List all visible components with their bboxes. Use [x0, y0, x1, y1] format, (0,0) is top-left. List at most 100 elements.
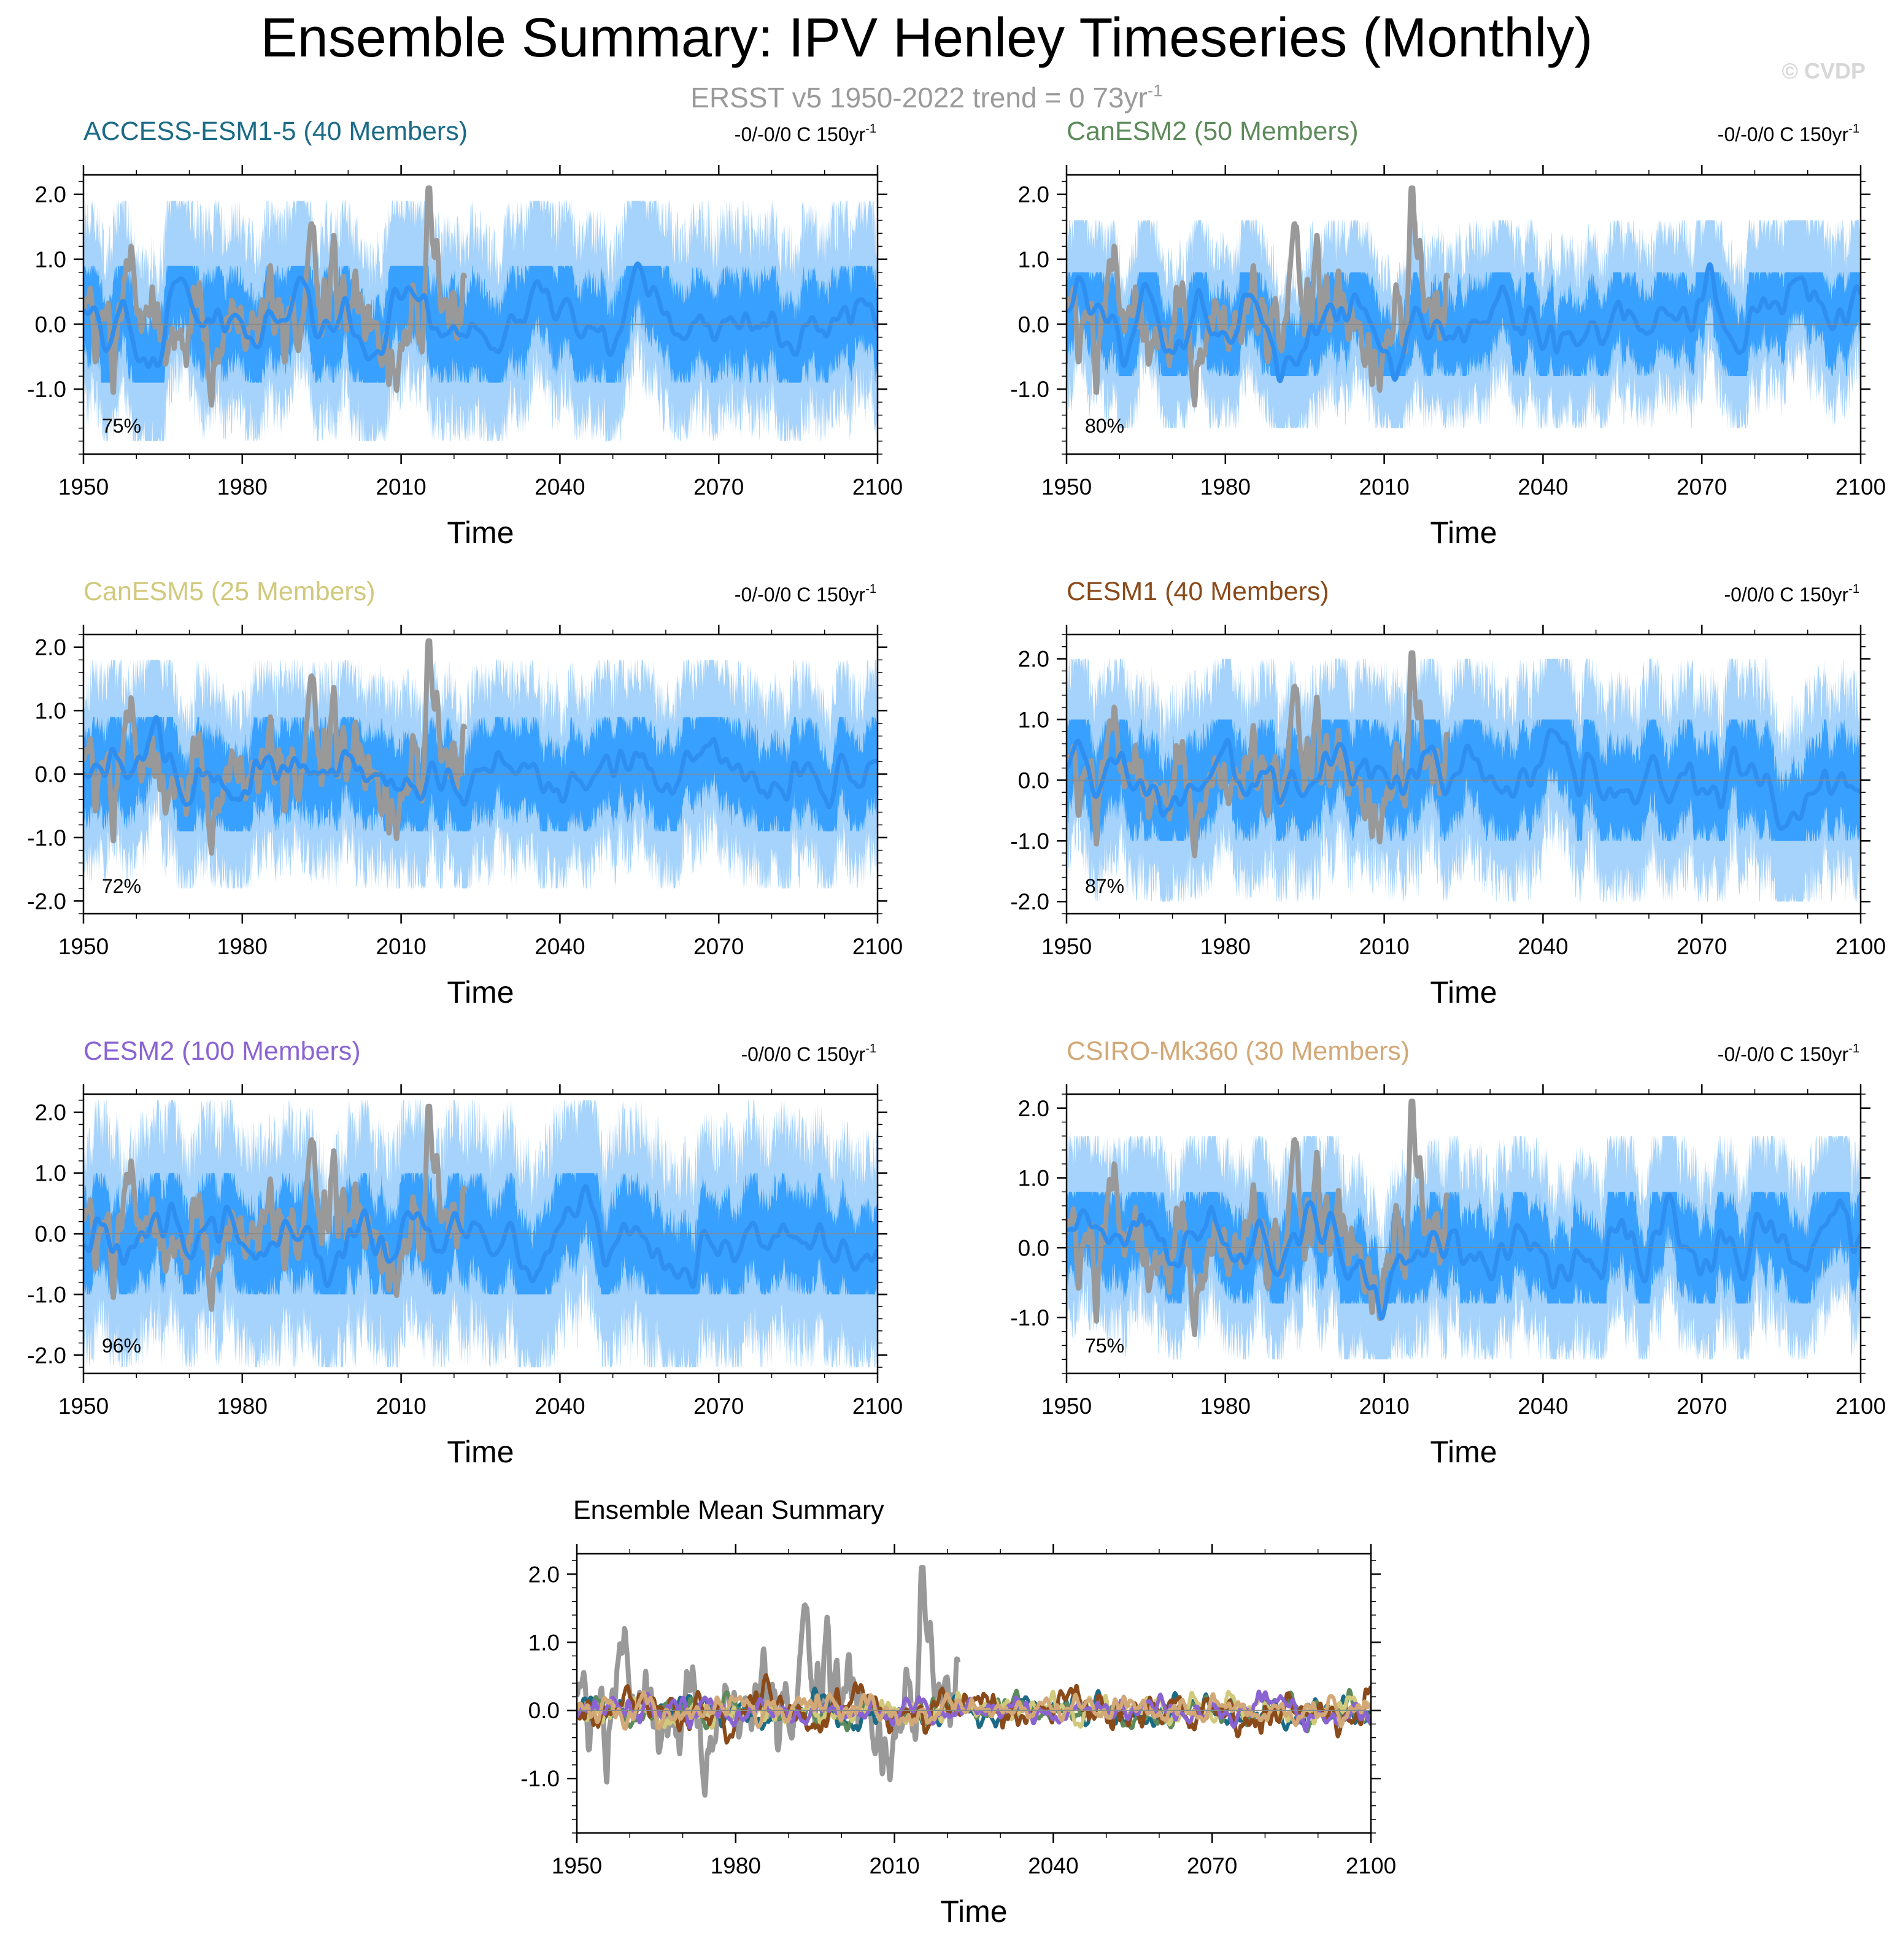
plot-area — [1067, 1098, 1861, 1360]
panels: 1950 1980 2010 2040 2070 2100 2.0 1.0 0.0 -1.0 ACC… — [27, 117, 1886, 1929]
observations-line — [83, 185, 468, 408]
percent-label: 80% — [1085, 415, 1124, 437]
x-tick-label: 1950 — [1041, 1394, 1092, 1419]
y-tick-label: 0.0 — [1018, 768, 1049, 793]
x-tick-label: 2100 — [1835, 474, 1886, 500]
x-tick-label: 2100 — [1835, 1394, 1886, 1419]
trend-text: -0/0/0 C 150yr — [741, 1043, 865, 1065]
y-tick-label: 2.0 — [1018, 1096, 1049, 1121]
y-tick-label: -2.0 — [1010, 889, 1049, 914]
panel-title: ACCESS-ESM1-5 (40 Members) — [83, 117, 468, 146]
trend-label: -0/0/0 C 150yr-1 — [741, 1042, 876, 1065]
x-tick-label: 2070 — [1677, 474, 1727, 500]
x-tick-label: 2070 — [1187, 1853, 1237, 1878]
x-axis-label: Time — [447, 515, 514, 550]
axes-frame — [1065, 633, 1862, 915]
x-tick-label: 2010 — [376, 1394, 426, 1419]
trend-text: -0/-0/0 C 150yr — [735, 123, 866, 145]
x-tick-label: 2040 — [1518, 934, 1568, 959]
ensemble-mean-line — [83, 715, 878, 809]
percent-label: 75% — [102, 415, 141, 437]
plot-area — [577, 1565, 1371, 1798]
panel-title: CanESM2 (50 Members) — [1067, 117, 1359, 146]
panel-title: Ensemble Mean Summary — [573, 1495, 884, 1525]
trend-sup: -1 — [1848, 1042, 1859, 1055]
x-tick-label: 1950 — [1041, 474, 1092, 500]
y-tick-label: 1.0 — [1018, 1166, 1049, 1191]
trend-sup: -1 — [865, 582, 876, 596]
x-tick-label: 2040 — [1028, 1853, 1078, 1878]
x-tick-label: 2070 — [1677, 934, 1727, 959]
x-tick-label: 2070 — [693, 934, 744, 959]
y-tick-label: -1.0 — [27, 1282, 66, 1307]
ensemble-mean-line-6 — [577, 1690, 1371, 1731]
y-tick-label: 0.0 — [528, 1698, 560, 1723]
x-axis-label: Time — [940, 1894, 1007, 1929]
y-tick-label: 2.0 — [35, 182, 66, 207]
x-tick-label: 2010 — [376, 934, 426, 959]
x-tick-label: 1950 — [58, 934, 109, 959]
x-tick-label: 2040 — [535, 474, 585, 500]
watermark: © CVDP — [1781, 58, 1866, 83]
y-tick-label: 1.0 — [1018, 707, 1049, 732]
trend-text: -0/-0/0 C 150yr — [1718, 1043, 1849, 1065]
figure-subtitle-sup: -1 — [1148, 81, 1163, 100]
x-tick-label: 2040 — [535, 934, 585, 959]
x-tick-label: 1980 — [1200, 934, 1251, 959]
trend-label: -0/-0/0 C 150yr-1 — [735, 122, 876, 145]
observations-line — [83, 638, 468, 856]
chart-panel-5: 1950 1980 2010 2040 2070 2100 2.0 1.0 0.0 -1.0 -2.… — [27, 1036, 903, 1469]
figure-subtitle: ERSST v5 1950-2022 trend = 0 73yr-1 — [690, 81, 1162, 114]
chart-panel-4: 1950 1980 2010 2040 2070 2100 2.0 1.0 0.0 -1.0 -2.… — [1010, 577, 1886, 1009]
x-tick-label: 2100 — [852, 934, 903, 959]
trend-text: -0/-0/0 C 150yr — [1718, 123, 1849, 145]
trend-label: -0/-0/0 C 150yr-1 — [1718, 122, 1859, 145]
x-tick-label: 1980 — [711, 1853, 761, 1878]
x-tick-label: 1980 — [217, 934, 268, 959]
trend-sup: -1 — [865, 1042, 876, 1055]
x-tick-label: 1950 — [58, 1394, 109, 1419]
y-tick-label: -1.0 — [520, 1766, 560, 1791]
y-tick-label: 1.0 — [35, 1161, 66, 1186]
figure-title: Ensemble Summary: IPV Henley Timeseries … — [261, 7, 1593, 69]
y-tick-label: 1.0 — [528, 1630, 560, 1655]
plot-area — [1067, 185, 1861, 428]
y-tick-label: 2.0 — [35, 635, 66, 660]
y-tick-label: 1.0 — [1018, 247, 1049, 272]
figure-subtitle-text: ERSST v5 1950-2022 trend = 0 73yr — [690, 82, 1148, 114]
x-axis-label: Time — [1430, 515, 1497, 550]
panel-title: CSIRO-Mk360 (30 Members) — [1067, 1036, 1410, 1066]
plot-area — [83, 185, 878, 441]
chart-panel-3: 1950 1980 2010 2040 2070 2100 2.0 1.0 0.0 -1.0 -2.… — [27, 577, 903, 1009]
axes-frame — [1065, 174, 1862, 455]
percent-label: 72% — [102, 875, 141, 897]
y-tick-label: -2.0 — [27, 1343, 66, 1368]
x-tick-label: 2070 — [693, 1394, 744, 1419]
percent-label: 75% — [1085, 1335, 1124, 1357]
x-tick-label: 2010 — [1359, 1394, 1409, 1419]
y-tick-label: 1.0 — [35, 247, 66, 272]
trend-text: -0/-0/0 C 150yr — [735, 584, 866, 606]
chart-panel-2: 1950 1980 2010 2040 2070 2100 2.0 1.0 0.0 -1.0 Can… — [1010, 117, 1886, 550]
y-tick-label: 0.0 — [1018, 1235, 1049, 1260]
plot-area — [1067, 650, 1861, 902]
x-tick-label: 2100 — [1346, 1853, 1396, 1878]
ensemble-mean-line — [1067, 1193, 1861, 1321]
chart-panel-7: 1950 1980 2010 2040 2070 2100 2.0 1.0 0.0 -1.0 Ens… — [520, 1495, 1396, 1929]
y-tick-label: 2.0 — [528, 1562, 560, 1587]
y-tick-label: 0.0 — [1018, 312, 1049, 337]
ensemble-mean-line — [1067, 727, 1861, 831]
percent-label: 96% — [102, 1335, 141, 1357]
trend-sup: -1 — [1848, 122, 1859, 136]
x-axis-label: Time — [447, 975, 514, 1009]
x-tick-label: 1980 — [1200, 1394, 1251, 1419]
y-tick-label: -1.0 — [1010, 828, 1049, 854]
ensemble-mean-line — [83, 261, 878, 369]
y-tick-label: 0.0 — [35, 762, 66, 787]
x-tick-label: 1950 — [58, 474, 109, 500]
x-tick-label: 2010 — [1359, 474, 1409, 500]
y-tick-label: 1.0 — [35, 698, 66, 723]
y-tick-label: 0.0 — [35, 312, 66, 337]
y-tick-label: 2.0 — [1018, 647, 1049, 672]
